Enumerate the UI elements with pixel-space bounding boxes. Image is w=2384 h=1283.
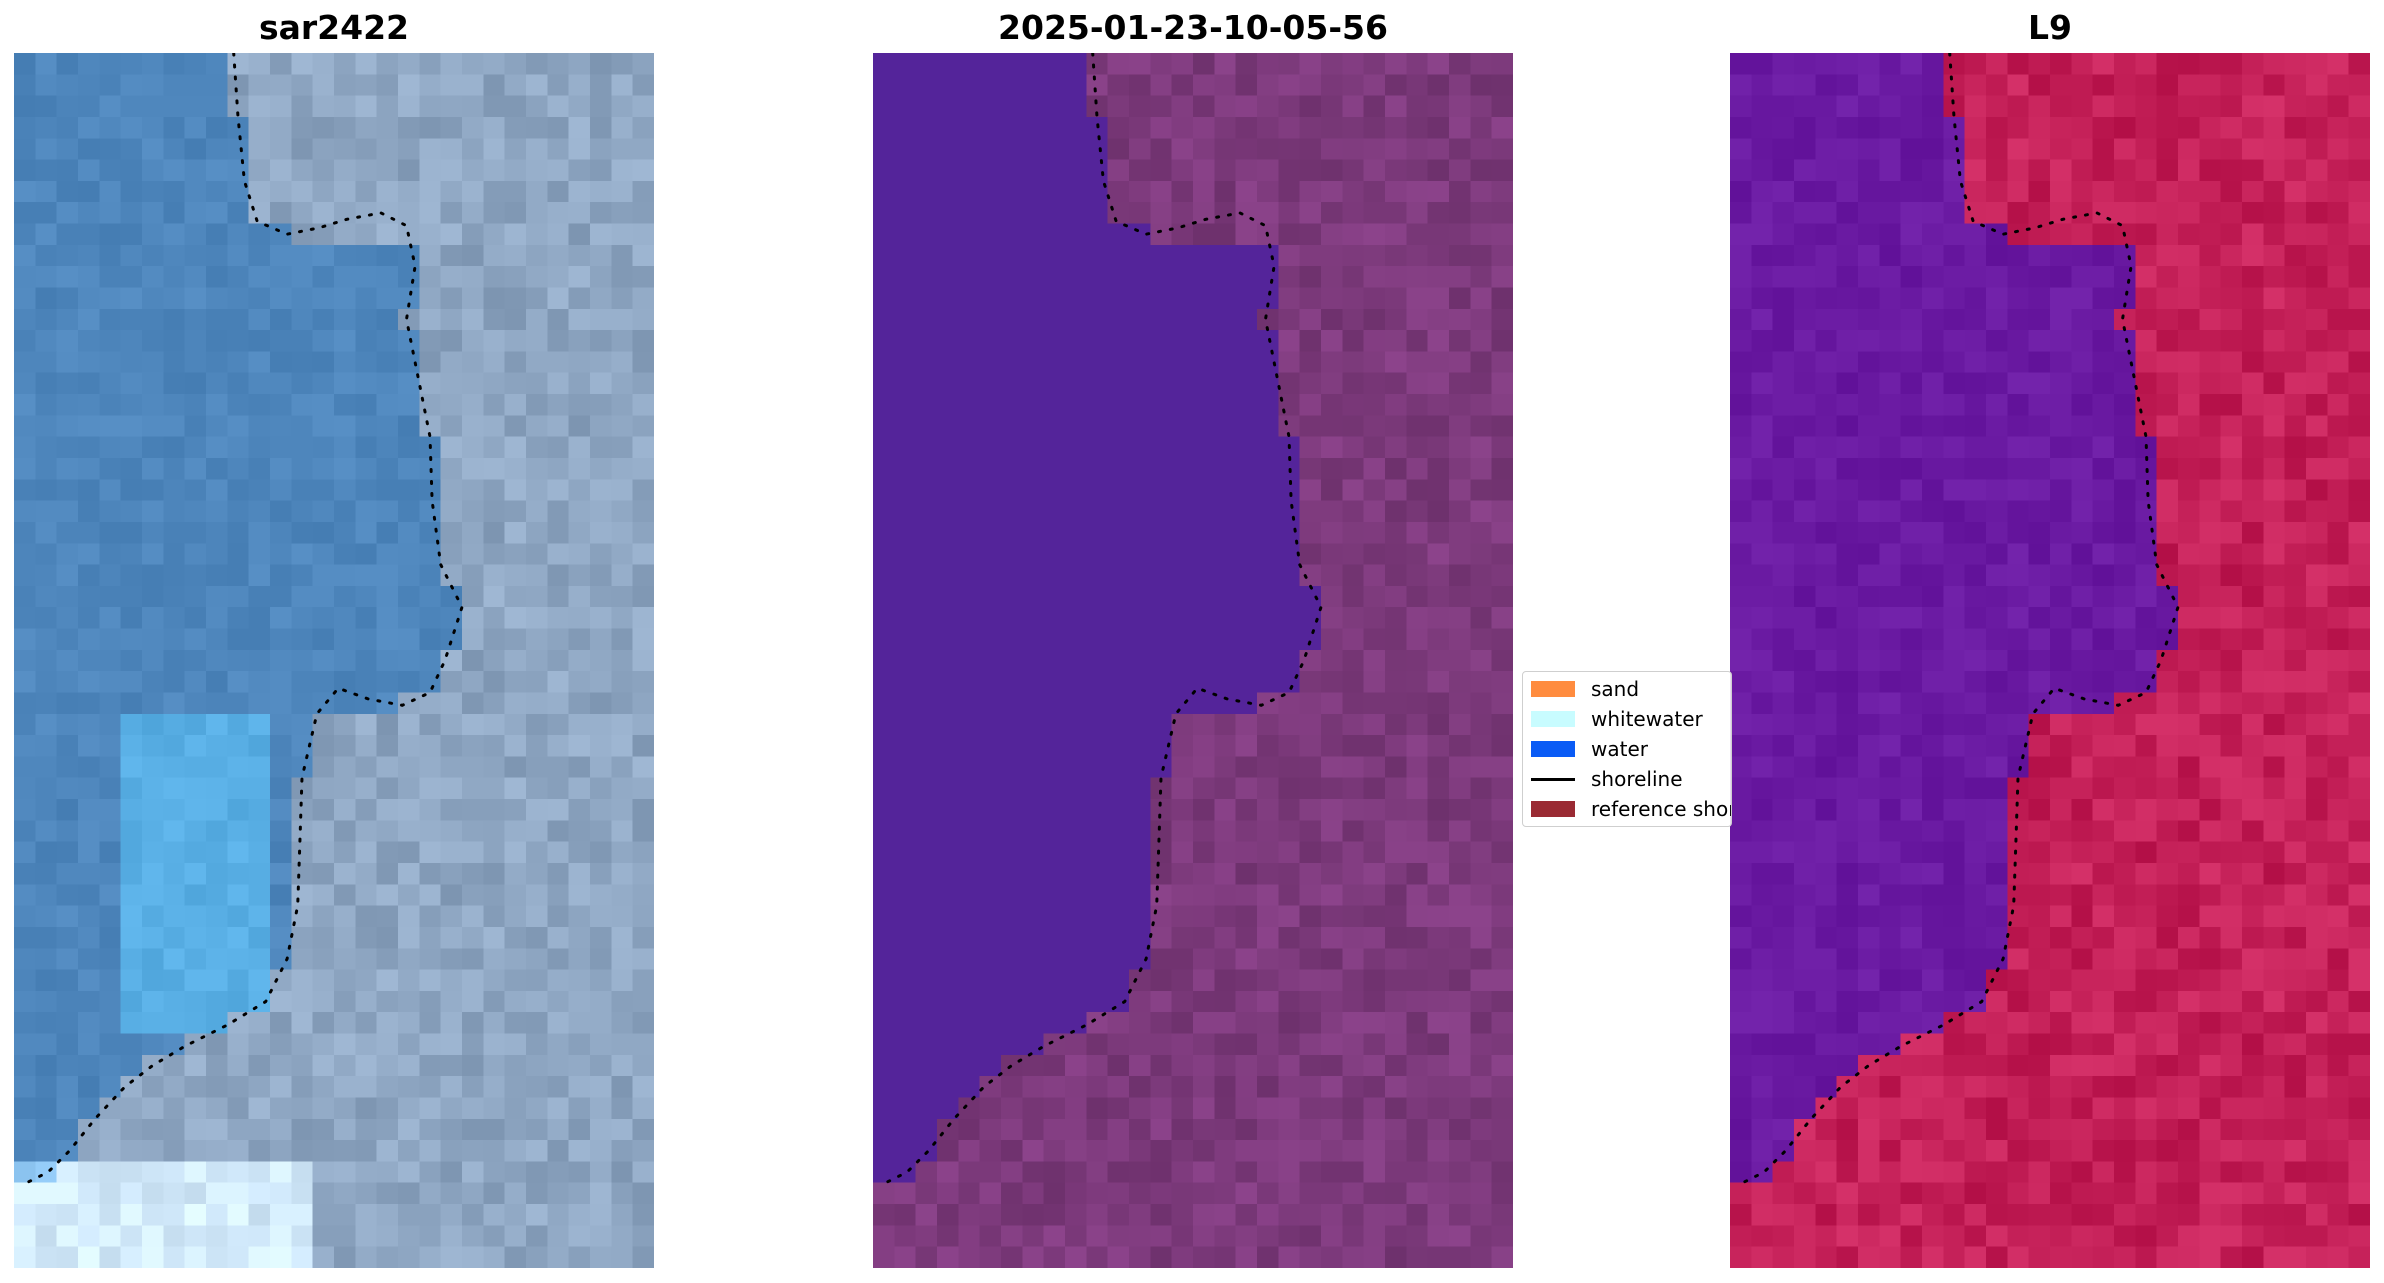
shoreline-overlay-rgb	[25, 53, 464, 1185]
legend-label-water: water	[1591, 737, 1648, 761]
legend-item-water: water	[1531, 737, 1648, 761]
shoreline-overlay-classified	[884, 53, 1323, 1185]
classified-image-panel	[873, 53, 1513, 1268]
index-image	[1730, 53, 2370, 1268]
legend-label-whitewater: whitewater	[1591, 707, 1703, 731]
shoreline-overlay-index	[1741, 53, 2180, 1185]
legend-label-sand: sand	[1591, 677, 1640, 701]
legend-label-shoreline: shoreline	[1591, 767, 1683, 791]
panel-title-rgb: sar2422	[258, 8, 410, 47]
legend: sand whitewater water shoreline referenc…	[1522, 671, 1732, 827]
legend-swatch-sand	[1531, 681, 1575, 697]
shoreline-line	[884, 53, 1323, 1185]
legend-item-sand: sand	[1531, 677, 1639, 701]
legend-item-reference-shoreline: reference shoreline	[1531, 797, 1732, 821]
panel-title-index: L9	[2028, 8, 2072, 47]
index-image-panel	[1730, 53, 2370, 1268]
legend-swatch-whitewater	[1531, 711, 1575, 727]
rgb-image-panel	[14, 53, 654, 1268]
legend-swatch-reference-shoreline	[1531, 801, 1575, 817]
panel-title-classified: 2025-01-23-10-05-56	[998, 8, 1388, 47]
shoreline-line	[1741, 53, 2180, 1185]
rgb-satellite-image	[14, 53, 654, 1268]
legend-item-whitewater: whitewater	[1531, 707, 1703, 731]
classified-image	[873, 53, 1513, 1268]
legend-swatch-water	[1531, 741, 1575, 757]
legend-label-reference-shoreline: reference shoreline	[1591, 797, 1732, 821]
legend-item-shoreline: shoreline	[1531, 767, 1683, 791]
legend-line-shoreline	[1531, 777, 1575, 781]
shoreline-line	[25, 53, 464, 1185]
